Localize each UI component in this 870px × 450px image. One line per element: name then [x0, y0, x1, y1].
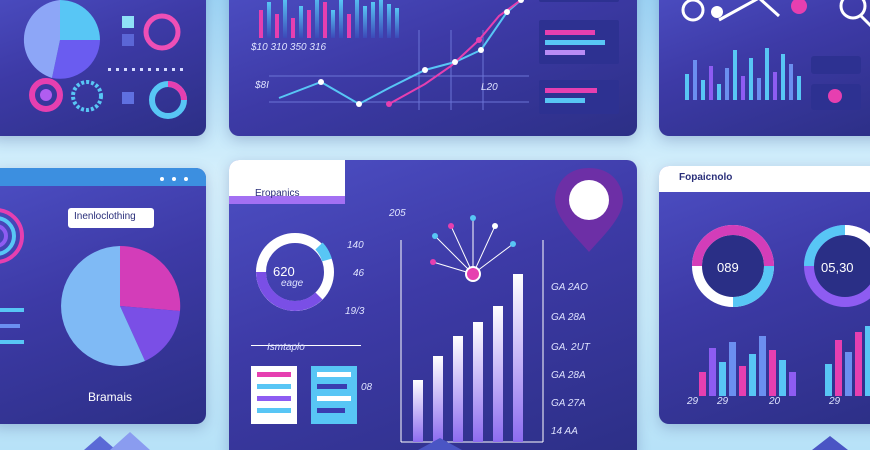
pin-dot	[791, 0, 807, 14]
stat-label: 140	[347, 240, 364, 251]
donut-value: 620	[273, 264, 295, 279]
side-label: GA. 2UT	[551, 342, 590, 353]
card-header-bar	[0, 168, 206, 186]
bar-chart-tall	[413, 274, 523, 442]
mid-left-graphics	[0, 208, 181, 366]
pie-caption: Bramais	[88, 390, 133, 404]
side-label: 14 AA	[551, 426, 578, 437]
list-badge: 08	[361, 382, 373, 393]
pie-chart-small	[23, 0, 100, 79]
trend-line-pink	[388, 0, 522, 105]
bar-chart-mini	[259, 0, 399, 38]
bar-chart-bottom	[699, 326, 870, 396]
tab-chip[interactable]: Inenloclothing	[68, 208, 154, 228]
top-center-graphics	[259, 0, 619, 114]
tab-label: Inenloclothing	[74, 211, 136, 222]
card-header: Eropanics	[229, 160, 345, 204]
donut-subtitle: eage	[281, 278, 304, 289]
axis-foot-label: 29	[829, 396, 841, 407]
pie-chart-large	[61, 245, 181, 366]
mid-right-graphics	[692, 225, 870, 396]
legend-square	[122, 16, 134, 28]
mini-legend	[0, 308, 24, 344]
side-label: GA 28A	[551, 370, 586, 381]
network-graph	[432, 218, 514, 275]
year-label: 205	[389, 208, 406, 219]
card-header-title: Eropanics	[255, 188, 300, 199]
dashboard-card-main: Eropanics	[229, 160, 637, 450]
trend-points	[318, 0, 524, 107]
legend-square	[122, 34, 134, 46]
stat-label: 19/3	[345, 306, 365, 317]
dashboard-card-top-right	[659, 0, 870, 136]
axis-label: $10 310 350 316	[251, 42, 327, 53]
mid-center-graphics	[251, 168, 623, 443]
dashboard-card-gauges: Fopaicnolo 089 05,30 29 29 20 29	[659, 166, 870, 424]
ring-chart-pink	[143, 13, 181, 51]
ring-chart-magenta	[29, 78, 63, 112]
axis-foot-label: 20	[769, 396, 781, 407]
chart-label-b: L20	[481, 82, 498, 93]
top-right-graphics	[681, 0, 870, 110]
ring-chart-partial	[0, 208, 24, 264]
map-pin-icon	[555, 168, 623, 252]
side-label: GA 28A	[551, 312, 586, 323]
connector-line	[718, 0, 781, 22]
axis-foot-label: 29	[687, 396, 699, 407]
dashboard-card-pie: Inenloclothing Bramais	[0, 168, 206, 424]
dashboard-card-top-center: $10 310 350 316 $8I L20	[229, 0, 637, 136]
dot-grid	[108, 68, 183, 71]
gauge-right	[804, 225, 870, 307]
grid-lines	[269, 30, 529, 110]
bar-chart-right	[685, 48, 801, 100]
side-label: GA 27A	[551, 398, 586, 409]
info-box	[811, 56, 861, 74]
ring-chart-blue	[71, 80, 103, 112]
info-box	[539, 0, 619, 2]
axis-foot-label: 29	[717, 396, 729, 407]
gauge-left	[692, 225, 774, 307]
node-icon	[681, 0, 705, 22]
donut-gauge	[256, 233, 334, 311]
top-left-graphics	[23, 0, 187, 119]
search-icon	[839, 0, 867, 20]
gauge-left-value: 089	[717, 260, 739, 275]
list-title: Ismtaplo	[267, 342, 305, 353]
info-box	[539, 80, 619, 114]
gauge-right-value: 05,30	[821, 260, 854, 275]
chart-label-a: $8I	[255, 80, 269, 91]
stat-label: 46	[353, 268, 365, 279]
card-header-title: Fopaicnolo	[679, 172, 733, 183]
dashboard-card-top-left	[0, 0, 206, 136]
side-label: GA 2AO	[551, 282, 588, 293]
legend-square	[122, 92, 134, 104]
card-header: Fopaicnolo	[659, 166, 870, 192]
network-nodes	[430, 215, 516, 282]
